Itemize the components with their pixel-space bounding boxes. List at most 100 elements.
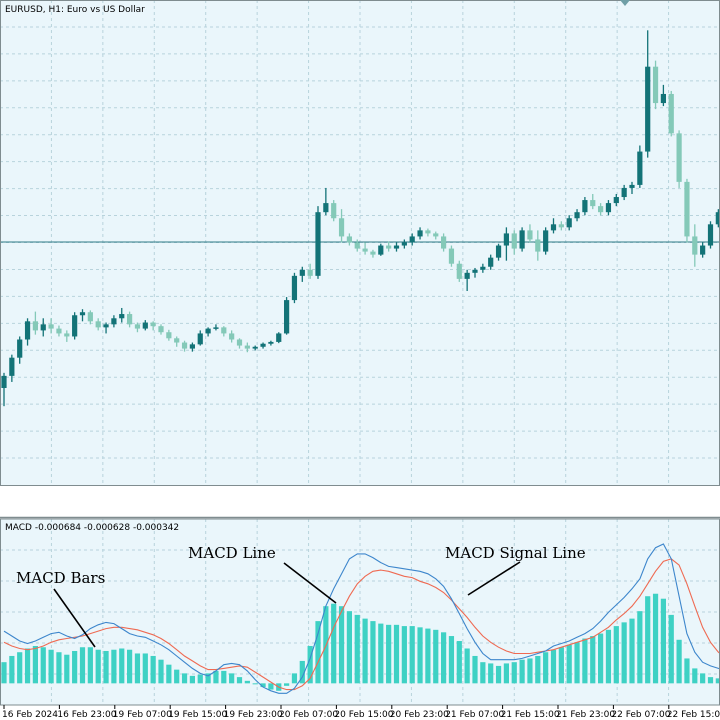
candle (621, 184, 627, 201)
candle (464, 269, 470, 291)
macd-bar (221, 670, 227, 684)
macd-bar (550, 649, 557, 684)
macd-bar (252, 683, 258, 685)
candle (119, 307, 125, 323)
grid (0, 0, 720, 705)
macd-histogram (1, 593, 720, 691)
macd-bar (87, 647, 93, 684)
candle (535, 230, 541, 261)
candle (425, 228, 431, 237)
annotation-macd-line: MACD Line (188, 544, 276, 562)
macd-bar (409, 626, 415, 684)
macd-bar (425, 628, 431, 684)
candle (1, 372, 7, 407)
candle (56, 325, 62, 337)
macd-bar (64, 654, 70, 684)
macd-bar (346, 611, 352, 684)
macd-bar (205, 673, 211, 684)
macd-bar (590, 636, 596, 684)
candle (315, 206, 321, 279)
candle (684, 178, 690, 243)
macd-bar (613, 626, 619, 684)
candle (189, 342, 195, 352)
macd-bar (652, 593, 659, 684)
candle (715, 209, 720, 228)
candle (480, 263, 486, 273)
candle (150, 321, 156, 331)
macd-bar (464, 648, 470, 684)
candle (550, 218, 557, 234)
annotation-signal-line: MACD Signal Line (445, 544, 586, 562)
macd-bar (700, 673, 706, 684)
macd-bar (229, 673, 235, 684)
candle (409, 233, 415, 246)
macd-bar (284, 683, 290, 686)
candle (605, 200, 612, 216)
bid-marker-icon (620, 0, 630, 6)
candle (166, 329, 172, 341)
macd-signal-line (3, 558, 720, 691)
macd-bar (495, 665, 502, 684)
macd-bar (48, 649, 54, 684)
macd-bar (417, 627, 423, 684)
candle (48, 318, 54, 334)
macd-bar (386, 624, 392, 684)
macd-bar (574, 642, 580, 684)
x-tick-label: 21 Feb 07:00 (445, 710, 504, 720)
macd-bar (315, 621, 321, 684)
x-tick-label: 20 Feb 07:00 (279, 710, 338, 720)
macd-bar (72, 650, 78, 684)
candle (472, 267, 478, 278)
macd-bar (1, 662, 7, 684)
chart-title: EURUSD, H1: Euro vs US Dollar (5, 5, 145, 15)
annotations: MACD Bars MACD Line MACD Signal Line (16, 544, 586, 648)
macd-bar (338, 606, 345, 684)
candle (213, 324, 219, 331)
candle (32, 311, 38, 335)
macd-bar (707, 677, 714, 684)
candle (637, 145, 643, 188)
x-tick-label: 22 Feb 07:00 (611, 710, 670, 720)
macd-bar (441, 632, 447, 684)
candle (488, 254, 494, 270)
macd-bar (307, 646, 313, 684)
candle (331, 200, 337, 222)
candle (393, 242, 400, 252)
candle (346, 233, 352, 246)
annotation-arrow-signal-line (467, 561, 521, 596)
x-tick-label: 16 Feb 2024 (2, 710, 58, 720)
macd-bar (401, 626, 407, 684)
macd-bar (197, 674, 203, 684)
candle (370, 249, 376, 258)
x-tick-label: 21 Feb 15:00 (501, 710, 560, 720)
macd-bar (558, 647, 564, 684)
candle (645, 30, 651, 158)
macd-bar (645, 596, 651, 684)
macd-bar (692, 668, 698, 684)
macd-bar (17, 652, 23, 684)
macd-bar (488, 663, 494, 684)
macd-bar (582, 638, 588, 684)
macd-bar (103, 650, 109, 684)
macd-bar (260, 683, 266, 688)
candle (268, 340, 274, 346)
macd-bar (299, 660, 305, 684)
macd-bar (331, 603, 337, 684)
candle (307, 263, 313, 279)
macd-bar (598, 633, 604, 684)
candle (448, 245, 455, 267)
macd-bar (56, 652, 62, 684)
macd-bar (503, 663, 509, 684)
macd-bar (621, 622, 627, 684)
macd-bar (9, 655, 15, 684)
macd-bar (213, 670, 219, 684)
candle (323, 187, 329, 216)
candle (24, 318, 31, 346)
x-tick-label: 22 Feb 15:00 (667, 710, 720, 720)
macd-bar (354, 614, 360, 684)
annotation-macd-bars: MACD Bars (16, 569, 105, 587)
candle (244, 342, 250, 353)
candle (17, 336, 23, 364)
macd-bar (236, 677, 243, 684)
candle (676, 130, 682, 188)
